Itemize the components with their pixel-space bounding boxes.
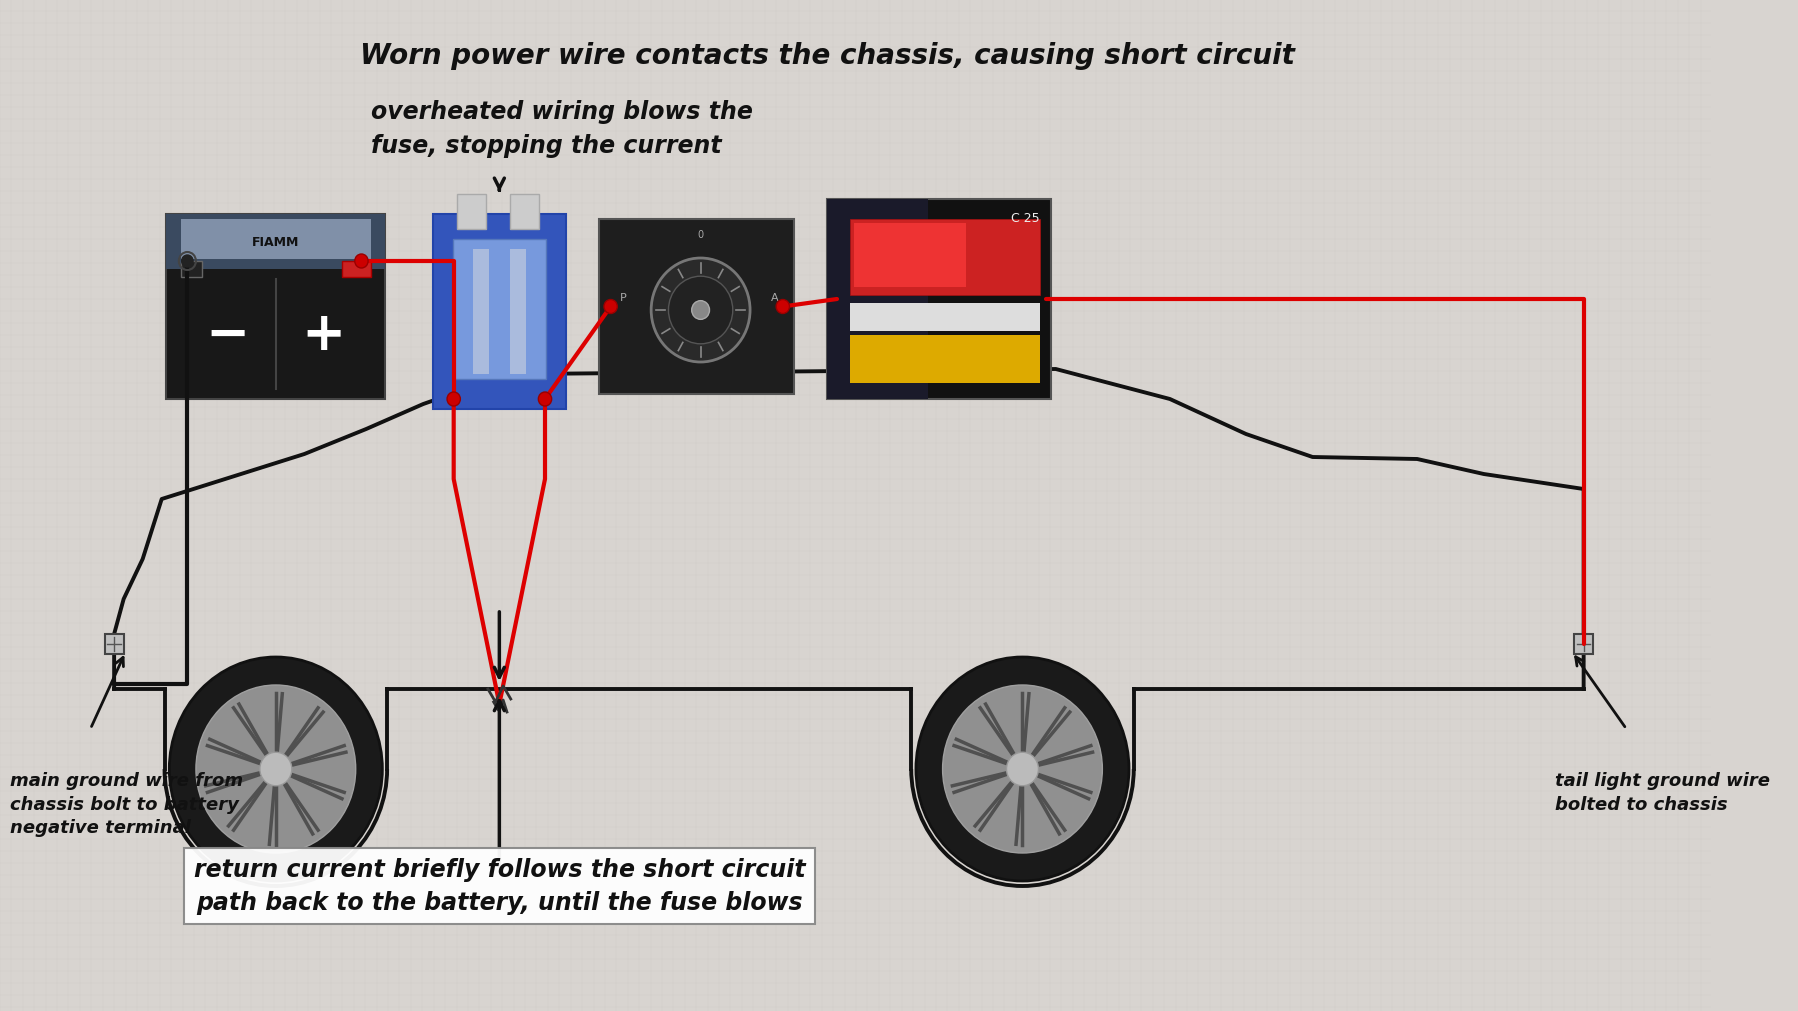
Circle shape — [538, 392, 552, 406]
FancyBboxPatch shape — [167, 214, 385, 270]
FancyBboxPatch shape — [433, 214, 566, 409]
FancyBboxPatch shape — [180, 262, 201, 278]
FancyBboxPatch shape — [167, 214, 385, 399]
FancyBboxPatch shape — [473, 250, 489, 375]
Circle shape — [196, 685, 356, 853]
FancyBboxPatch shape — [180, 219, 370, 260]
Circle shape — [182, 256, 192, 268]
Text: Worn power wire contacts the chassis, causing short circuit: Worn power wire contacts the chassis, ca… — [360, 42, 1295, 70]
Text: A: A — [771, 292, 779, 302]
FancyBboxPatch shape — [342, 262, 370, 278]
Circle shape — [690, 301, 708, 320]
FancyBboxPatch shape — [849, 219, 1039, 295]
Circle shape — [259, 752, 291, 786]
Text: FIAMM: FIAMM — [252, 236, 298, 249]
FancyBboxPatch shape — [457, 195, 485, 229]
FancyBboxPatch shape — [509, 250, 525, 375]
Text: return current briefly follows the short circuit
path back to the battery, until: return current briefly follows the short… — [194, 857, 806, 915]
Text: +: + — [302, 308, 345, 361]
Circle shape — [775, 300, 789, 314]
Circle shape — [1005, 752, 1037, 786]
Circle shape — [446, 392, 460, 406]
Circle shape — [915, 657, 1129, 882]
Text: overheated wiring blows the
fuse, stopping the current: overheated wiring blows the fuse, stoppi… — [370, 100, 752, 158]
Circle shape — [354, 255, 369, 269]
FancyBboxPatch shape — [827, 200, 1050, 399]
FancyBboxPatch shape — [509, 195, 539, 229]
FancyBboxPatch shape — [849, 303, 1039, 332]
FancyBboxPatch shape — [854, 223, 966, 288]
Text: −: − — [205, 308, 250, 361]
FancyBboxPatch shape — [1573, 634, 1593, 654]
Circle shape — [651, 259, 750, 363]
Circle shape — [669, 277, 732, 345]
FancyBboxPatch shape — [827, 200, 928, 399]
FancyBboxPatch shape — [849, 336, 1039, 383]
Text: 0: 0 — [698, 229, 703, 240]
Circle shape — [604, 300, 617, 314]
FancyBboxPatch shape — [104, 634, 124, 654]
Circle shape — [942, 685, 1102, 853]
FancyBboxPatch shape — [453, 240, 545, 379]
FancyBboxPatch shape — [599, 219, 793, 394]
Text: C 25: C 25 — [1010, 211, 1039, 224]
Text: P: P — [619, 292, 626, 302]
Text: main ground wire from
chassis bolt to battery
negative terminal: main ground wire from chassis bolt to ba… — [9, 771, 243, 836]
Circle shape — [169, 657, 383, 882]
Text: tail light ground wire
bolted to chassis: tail light ground wire bolted to chassis — [1553, 771, 1769, 813]
